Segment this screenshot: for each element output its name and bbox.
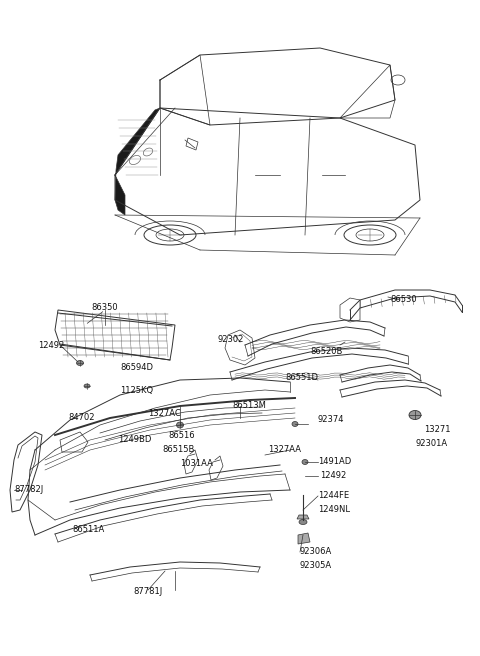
Text: 86530: 86530 xyxy=(390,295,417,304)
Text: 86520B: 86520B xyxy=(310,348,342,356)
Ellipse shape xyxy=(84,384,90,388)
Text: 86551D: 86551D xyxy=(285,373,318,382)
Ellipse shape xyxy=(299,520,307,525)
Text: 92374: 92374 xyxy=(318,415,345,424)
Ellipse shape xyxy=(302,459,308,464)
Ellipse shape xyxy=(292,422,298,426)
Ellipse shape xyxy=(409,411,421,419)
Text: 92301A: 92301A xyxy=(415,440,447,449)
Text: 86594D: 86594D xyxy=(120,363,153,373)
Ellipse shape xyxy=(177,422,183,428)
Text: 12492: 12492 xyxy=(38,340,64,350)
Text: 1327AA: 1327AA xyxy=(268,445,301,455)
Text: 1249NL: 1249NL xyxy=(318,506,350,514)
Text: 86511A: 86511A xyxy=(72,525,104,535)
Text: 84702: 84702 xyxy=(68,413,95,422)
Text: 1244FE: 1244FE xyxy=(318,491,349,501)
Ellipse shape xyxy=(76,361,84,365)
Text: 1249BD: 1249BD xyxy=(118,436,151,445)
Text: 86516: 86516 xyxy=(168,432,194,440)
Text: 1327AC: 1327AC xyxy=(148,409,181,419)
Text: 87782J: 87782J xyxy=(14,485,43,495)
Text: 92306A: 92306A xyxy=(300,548,332,556)
Polygon shape xyxy=(298,533,310,544)
Text: 92302: 92302 xyxy=(218,335,244,344)
Text: 1491AD: 1491AD xyxy=(318,457,351,466)
Text: 86513M: 86513M xyxy=(232,401,266,411)
Text: 13271: 13271 xyxy=(424,426,451,434)
Text: 12492: 12492 xyxy=(320,472,346,480)
Text: 1031AA: 1031AA xyxy=(180,459,213,468)
Text: 86350: 86350 xyxy=(92,304,118,312)
Text: 92305A: 92305A xyxy=(300,562,332,571)
Polygon shape xyxy=(115,108,160,215)
Text: 1125KQ: 1125KQ xyxy=(120,386,153,394)
Text: 86515B: 86515B xyxy=(162,445,194,455)
Text: 87781J: 87781J xyxy=(133,588,163,596)
Polygon shape xyxy=(297,515,309,519)
